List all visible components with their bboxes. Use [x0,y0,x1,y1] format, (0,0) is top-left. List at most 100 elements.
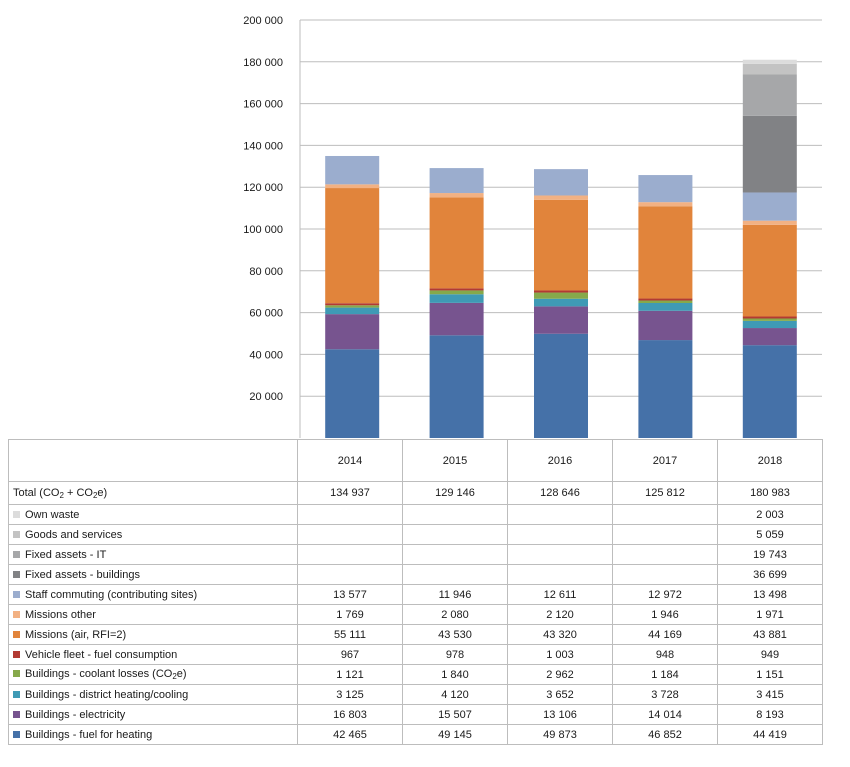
row-label-text: Total (CO2 + CO2e) [13,486,108,500]
bar-segment [429,294,484,303]
table-cell-value: 1 121 [297,664,403,685]
bar-segment [638,202,693,207]
table-cell-value [402,544,508,565]
table-row: Staff commuting (contributing sites) 13 5… [8,584,823,605]
table-cell-value: 5 059 [717,524,823,545]
table-cell-value: 55 111 [297,624,403,645]
table-row: Fixed assets - IT 19 743 [8,544,823,565]
bar-segment [325,305,380,308]
table-row: Own waste 2 003 [8,504,823,525]
row-label: Fixed assets - buildings [8,564,298,585]
row-label-text: Fixed assets - IT [25,548,107,561]
table-cell-value: 43 881 [717,624,823,645]
bar-segment [325,184,380,189]
bar-segment [534,290,588,293]
y-axis-tick-labels: 20 000 40 000 60 000 80 000 100 000 120 000 14… [243,15,283,403]
legend-swatch [13,670,20,677]
table-cell-value [402,504,508,525]
bar-segment [742,59,797,64]
bar-segment [429,193,484,198]
table-cell-value: 12 611 [507,584,613,605]
table-cell-value: 180 983 [717,481,823,505]
bar-segment [742,63,797,75]
table-header-year: 2017 [612,439,718,482]
table-cell-value: 3 415 [717,684,823,705]
table-row: Buildings - coolant losses (CO2e) 1 121 1 … [8,664,823,685]
table-cell-value [507,564,613,585]
bar-segment [325,349,380,438]
table-cell-value: 134 937 [297,481,403,505]
table-cell-value: 3 652 [507,684,613,705]
table-cell-value: 1 184 [612,664,718,685]
row-label: Own waste [8,504,298,525]
data-table: 2014 2015 2016 2017 2018 Total (CO2 + CO2e) 13… [8,439,823,745]
table-cell-value: 948 [612,644,718,665]
table-cell-value: 128 646 [507,481,613,505]
table-cell-value: 14 014 [612,704,718,725]
table-cell-value: 2 080 [402,604,508,625]
bar-segment [742,320,797,329]
row-label-text: Missions other [25,608,96,621]
bar-segment [429,288,484,291]
table-cell-value [402,564,508,585]
row-label: Buildings - electricity [8,704,298,725]
legend-swatch [13,730,20,738]
table-row: Vehicle fleet - fuel consumption 967 978 1 … [8,644,823,665]
table-row: Missions (air, RFI=2) 55 111 43 530 43 320 4… [8,624,823,645]
bar-segment [742,74,797,116]
y-tick-label: 160 000 [243,99,283,111]
bar-segment [742,192,797,221]
row-label-text: Buildings - fuel for heating [25,728,153,741]
row-label-text: Buildings - district heating/cooling [25,688,189,701]
legend-swatch [13,530,20,538]
table-cell-value: 12 972 [612,584,718,605]
bar-segment [534,195,588,200]
y-tick-label: 180 000 [243,57,283,69]
table-cell-value [612,524,718,545]
row-label-text: Fixed assets - buildings [25,568,140,581]
bar-segments [325,59,797,438]
table-cell-value: 949 [717,644,823,665]
table-cell-value: 42 465 [297,724,403,745]
row-label-text: Missions (air, RFI=2) [25,628,127,641]
table-row: Goods and services 5 059 [8,524,823,545]
y-tick-label: 120 000 [243,182,283,194]
y-tick-label: 20 000 [249,391,283,403]
row-label: Buildings - district heating/cooling [8,684,298,705]
legend-swatch [13,650,20,658]
legend-swatch [13,690,20,698]
table-cell-value: 1 971 [717,604,823,625]
legend-swatch [13,570,20,578]
table-cell-value [612,544,718,565]
table-cell-value: 49 873 [507,724,613,745]
y-tick-label: 100 000 [243,224,283,236]
row-label-text: Buildings - electricity [25,708,126,721]
stacked-bar-chart: 20 000 40 000 60 000 80 000 100 000 120 000 14… [243,15,822,438]
row-label: Staff commuting (contributing sites) [8,584,298,605]
bar-segment [638,298,693,301]
bar-segment [325,307,380,315]
table-header-year: 2015 [402,439,508,482]
bar-segment [742,316,797,319]
table-cell-value: 43 320 [507,624,613,645]
bar-segment [534,292,588,299]
bar-segment [742,115,797,193]
table-row-total: Total (CO2 + CO2e) 134 937 129 146 128 646 1… [8,481,823,505]
bar-segment [638,175,693,203]
bar-segment [742,328,797,346]
table-cell-value [507,544,613,565]
table-cell-value: 36 699 [717,564,823,585]
table-cell-value: 13 106 [507,704,613,725]
table-cell-value [612,504,718,525]
table-cell-value: 4 120 [402,684,508,705]
bar-segment [638,300,693,303]
y-tick-label: 140 000 [243,140,283,152]
table-cell-value [612,564,718,585]
table-cell-value: 11 946 [402,584,508,605]
row-label: Goods and services [8,524,298,545]
table-cell-value: 967 [297,644,403,665]
row-label: Buildings - coolant losses (CO2e) [8,664,298,685]
table-cell-value: 1 003 [507,644,613,665]
table-cell-value: 16 803 [297,704,403,725]
bar-segment [325,188,380,304]
